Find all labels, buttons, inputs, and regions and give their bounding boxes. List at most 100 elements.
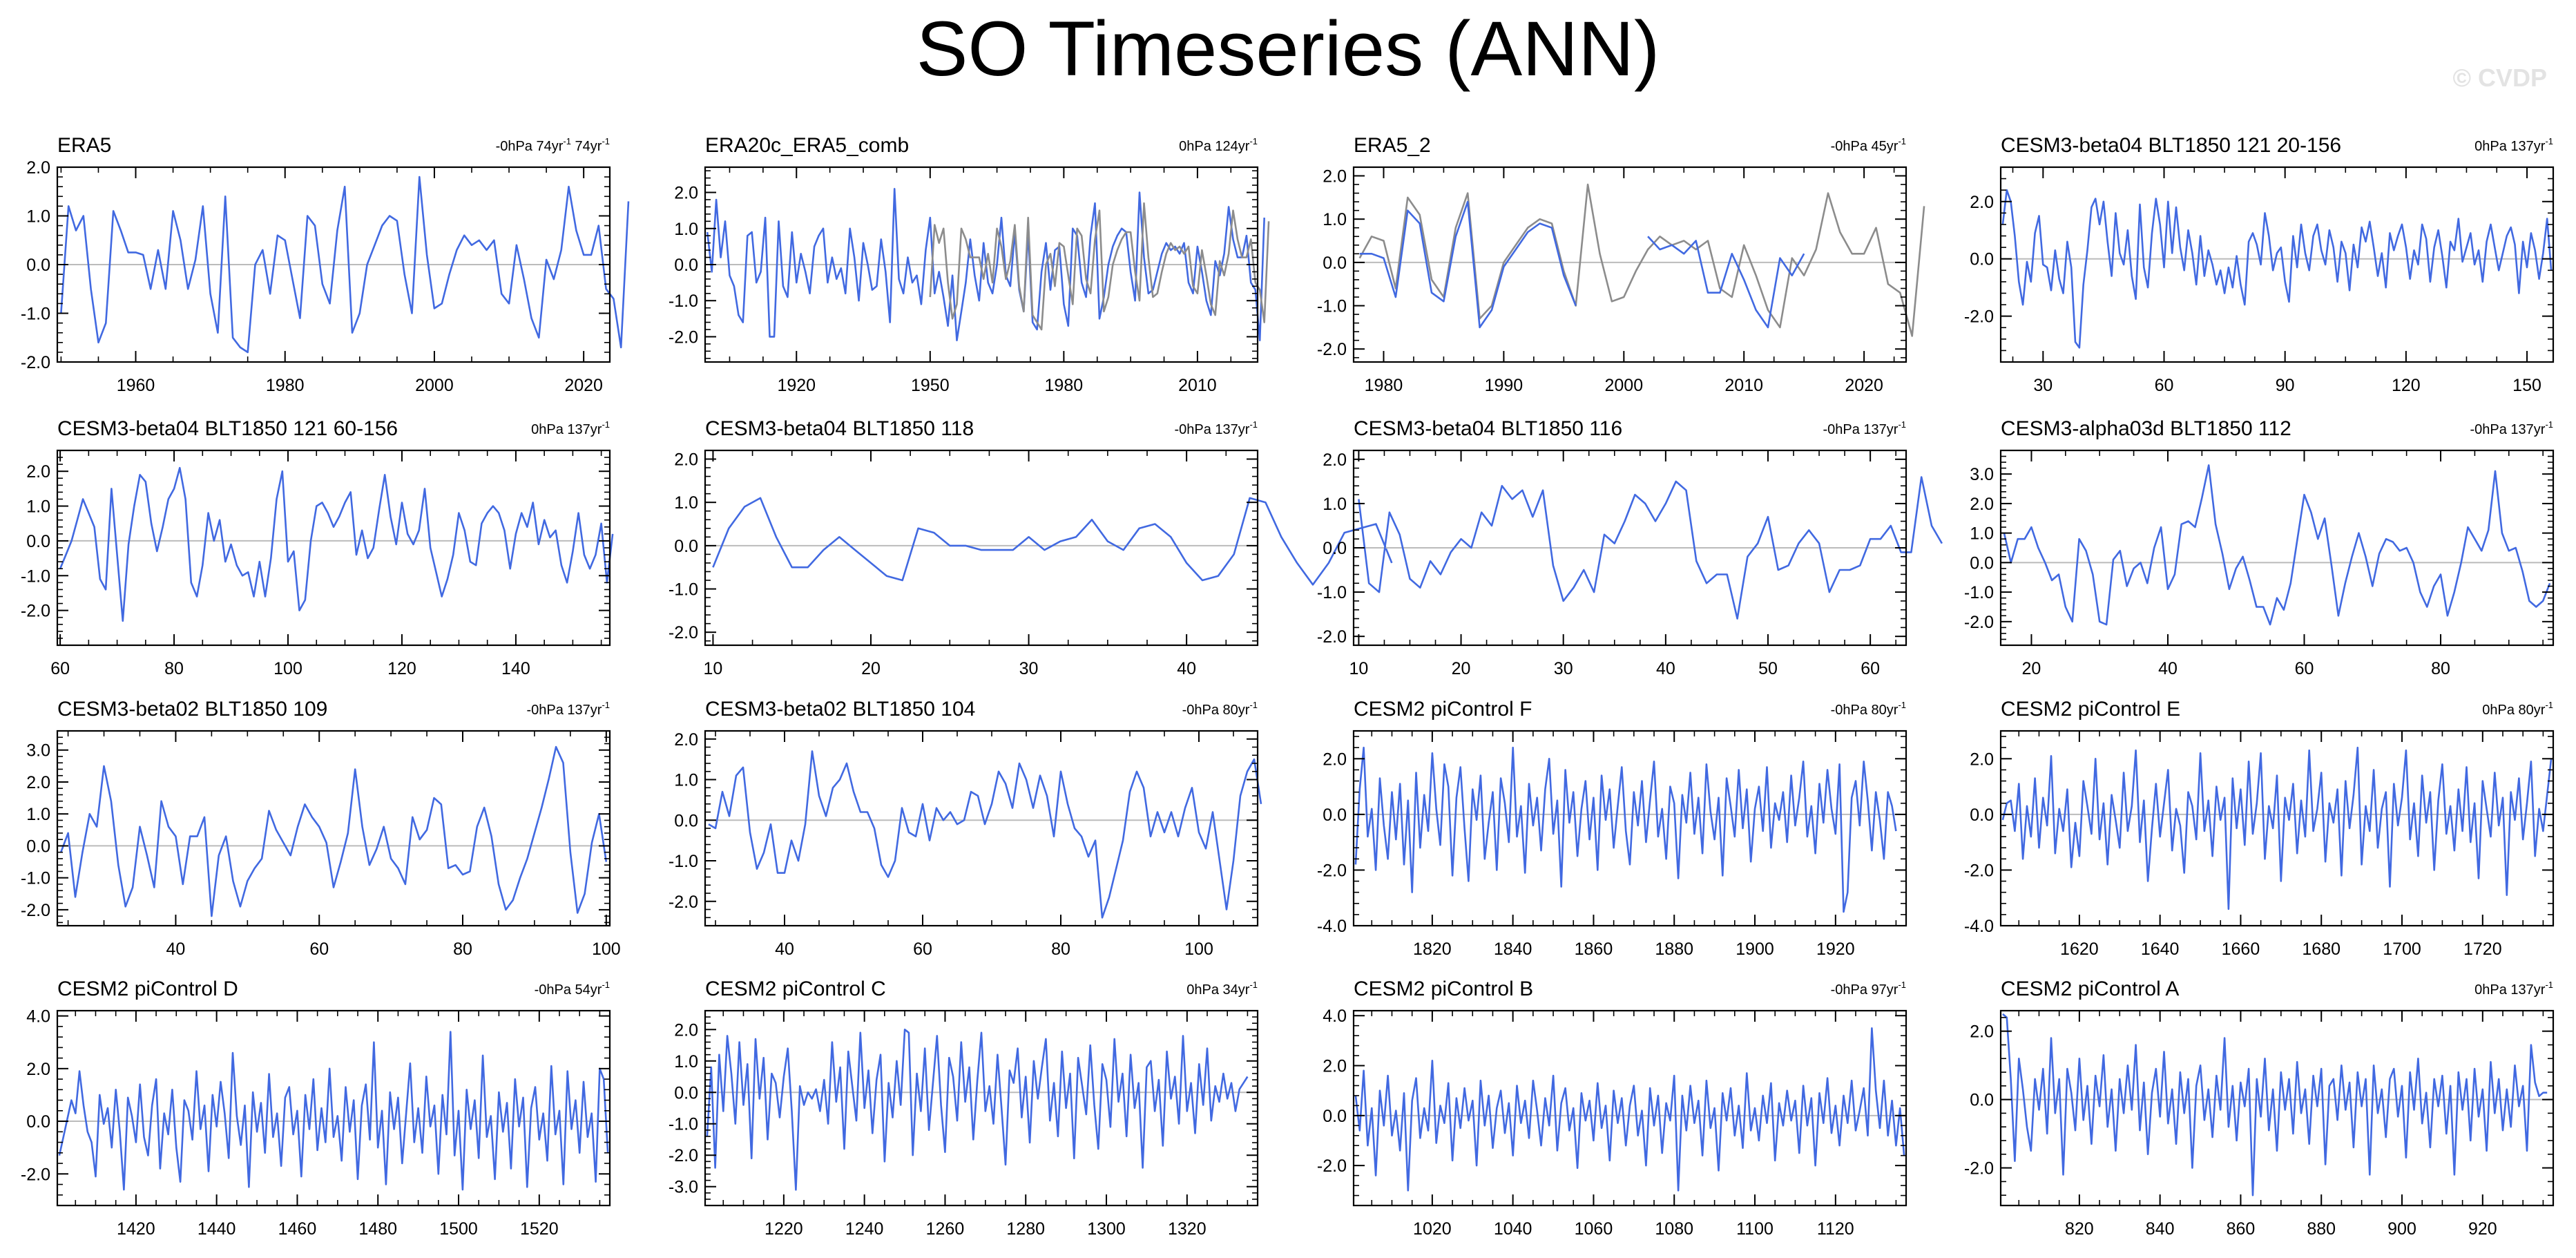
panel-title: ERA20c_ERA5_comb	[705, 134, 909, 157]
y-tick-label: -3.0	[669, 1178, 698, 1197]
plot-frame	[1999, 730, 2555, 927]
series-line-1	[1354, 1027, 1905, 1192]
plot-frame	[1352, 1009, 1907, 1207]
panel-8: CESM3-alpha03d BLT1850 112 -0hPa 137yr-1 2…	[1964, 417, 2555, 678]
x-tick-label: 880	[2307, 1219, 2336, 1239]
x-tick-label: 1980	[266, 376, 305, 395]
series-line-1	[1358, 183, 1925, 337]
y-tick-label: -2.0	[21, 1165, 50, 1184]
y-tick-label: -2.0	[669, 1146, 698, 1165]
y-tick-label: 2.0	[1970, 495, 1994, 514]
x-tick-label: 1900	[1736, 940, 1774, 959]
panel-annotation: -0hPa 74yr-1 74yr-1	[496, 136, 610, 154]
panel-7: CESM3-beta04 BLT1850 116 -0hPa 137yr-1 10 2…	[1317, 417, 1943, 678]
x-tick-label: 1060	[1575, 1219, 1613, 1239]
x-tick-label: 20	[1452, 659, 1471, 678]
y-tick-label: 0.0	[1970, 806, 1994, 825]
y-tick-label: 2.0	[1970, 750, 1994, 769]
x-tick-label: 1840	[1494, 940, 1532, 959]
x-tick-label: 1460	[278, 1219, 317, 1239]
x-tick-label: 1820	[1413, 940, 1452, 959]
y-tick-label: -1.0	[1317, 583, 1347, 602]
y-tick-label: 0.0	[1970, 1091, 1994, 1110]
panel-title: CESM2 piControl E	[2001, 698, 2180, 721]
panel-title: CESM3-beta04 BLT1850 121 60-156	[57, 417, 398, 440]
y-tick-label: 2.0	[26, 158, 50, 178]
x-tick-label: 1720	[2463, 940, 2502, 959]
y-tick-label: -4.0	[1964, 917, 1994, 936]
y-tick-label: 3.0	[26, 741, 50, 761]
x-tick-label: 1020	[1413, 1219, 1452, 1239]
y-tick-label: -2.0	[1964, 307, 1994, 327]
y-tick-label: 1.0	[674, 771, 698, 790]
panel-annotation: 0hPa 80yr-1	[2482, 700, 2553, 718]
y-tick-label: 2.0	[26, 1060, 50, 1079]
y-tick-label: 4.0	[26, 1007, 50, 1027]
x-tick-label: 10	[1349, 659, 1369, 678]
y-tick-label: -2.0	[1317, 1156, 1347, 1176]
y-tick-label: -1.0	[669, 292, 698, 311]
x-tick-label: 50	[1758, 659, 1778, 678]
plot-frame	[704, 1009, 1259, 1207]
x-tick-label: 1520	[520, 1219, 559, 1239]
x-tick-label: 900	[2387, 1219, 2416, 1239]
plot-frame	[704, 730, 1259, 927]
x-tick-label: 60	[50, 659, 70, 678]
y-tick-label: 0.0	[674, 537, 698, 556]
panel-annotation: 0hPa 137yr-1	[2474, 980, 2553, 998]
y-tick-label: 0.0	[1323, 254, 1347, 273]
x-tick-label: 1120	[1817, 1219, 1854, 1239]
series-line-3	[1647, 236, 1805, 329]
panel-title: CESM2 piControl C	[705, 978, 886, 1000]
x-tick-label: 140	[501, 659, 530, 678]
panel-title: CESM3-alpha03d BLT1850 112	[2001, 417, 2291, 440]
series-line-1	[59, 745, 608, 917]
x-tick-label: 1500	[439, 1219, 478, 1239]
x-tick-label: 1040	[1494, 1219, 1532, 1239]
y-tick-label: -2.0	[1964, 861, 1994, 880]
x-tick-label: 1680	[2302, 940, 2340, 959]
plot-frame	[56, 730, 611, 927]
y-tick-label: -2.0	[21, 901, 50, 920]
figure-title: SO Timeseries (ANN)	[916, 6, 1660, 92]
panel-title: CESM3-beta02 BLT1850 104	[705, 698, 975, 721]
panel-annotation: -0hPa 137yr-1	[1174, 419, 1258, 437]
x-tick-label: 60	[2155, 376, 2174, 395]
series-line-1	[1354, 746, 1897, 913]
panel-annotation: -0hPa 137yr-1	[2470, 419, 2553, 437]
series-line-1	[2001, 189, 2553, 349]
x-tick-label: 80	[2431, 659, 2450, 678]
y-tick-label: 2.0	[1323, 450, 1347, 470]
plot-frame	[56, 449, 611, 647]
panel-annotation: 0hPa 137yr-1	[531, 419, 610, 437]
y-tick-label: -1.0	[21, 869, 50, 888]
x-tick-label: 30	[1019, 659, 1039, 678]
x-tick-label: 80	[453, 940, 472, 959]
panel-title: CESM3-beta04 BLT1850 118	[705, 417, 974, 440]
x-tick-label: 120	[2392, 376, 2421, 395]
panel-annotation: -0hPa 45yr-1	[1831, 136, 1906, 154]
panel-title: CESM3-beta04 BLT1850 121 20-156	[2001, 134, 2341, 157]
y-tick-label: -2.0	[669, 327, 698, 347]
y-tick-label: -1.0	[669, 852, 698, 871]
x-tick-label: 920	[2468, 1219, 2497, 1239]
x-tick-label: 40	[775, 940, 794, 959]
y-tick-label: 1.0	[674, 493, 698, 513]
x-tick-label: 1980	[1045, 376, 1084, 395]
plot-frame	[56, 1009, 611, 1207]
y-tick-label: 0.0	[1970, 553, 1994, 573]
x-tick-label: 30	[1554, 659, 1573, 678]
y-tick-label: 2.0	[1323, 750, 1347, 769]
x-tick-label: 1080	[1655, 1219, 1693, 1239]
y-tick-label: -2.0	[1964, 1159, 1994, 1179]
x-tick-label: 820	[2065, 1219, 2094, 1239]
panel-5: CESM3-beta04 BLT1850 121 60-156 0hPa 137y…	[21, 417, 614, 678]
series-line-1	[2003, 464, 2551, 626]
y-tick-label: 0.0	[1323, 806, 1347, 825]
x-tick-label: 1620	[2060, 940, 2099, 959]
y-tick-label: 2.0	[1323, 1057, 1347, 1076]
panel-15: CESM2 piControl B -0hPa 97yr-1 1020 1040 106…	[1317, 978, 1907, 1239]
x-tick-label: 1960	[117, 376, 155, 395]
plot-frame	[1999, 449, 2555, 647]
panel-annotation: -0hPa 80yr-1	[1182, 700, 1258, 718]
